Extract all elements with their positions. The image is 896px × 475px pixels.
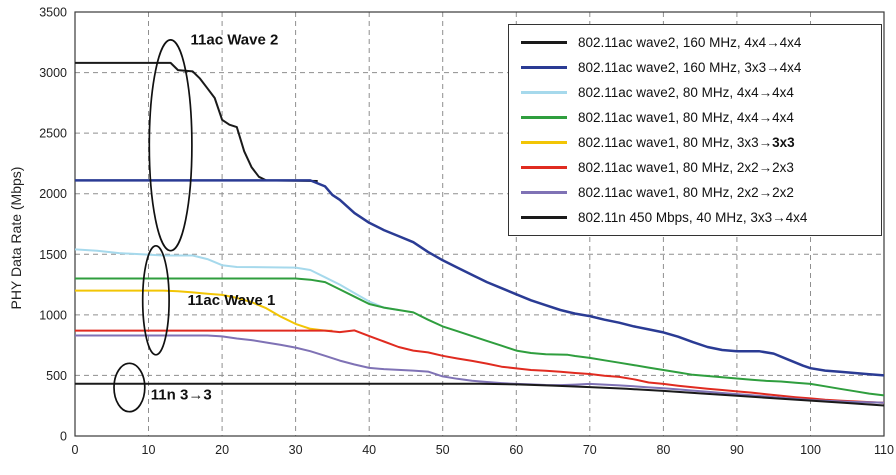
- legend-item: 802.11ac wave2, 160 MHz, 4x4→4x4: [521, 30, 871, 55]
- x-tick-label: 40: [362, 443, 376, 457]
- legend-item-label: 802.11ac wave1, 80 MHz, 2x2→2x2: [578, 185, 794, 200]
- legend-item-label: 802.11ac wave1, 80 MHz, 4x4→4x4: [578, 110, 794, 125]
- legend-item-label: 802.11ac wave2, 160 MHz, 3x3→4x4: [578, 60, 802, 75]
- series-line-2: [74, 248, 399, 311]
- y-tick-label: 1500: [39, 248, 67, 262]
- legend-line-swatch: [521, 216, 567, 219]
- x-tick-label: 0: [72, 443, 79, 457]
- y-tick-label: 3500: [39, 6, 67, 20]
- legend-line-swatch: [521, 141, 567, 144]
- x-tick-label: 70: [583, 443, 597, 457]
- y-tick-label: 2500: [39, 127, 67, 141]
- legend-item-label: 802.11ac wave1, 80 MHz, 2x2→2x3: [578, 160, 794, 175]
- legend-line-swatch: [521, 41, 567, 44]
- annotation-label: 11n 3→3: [151, 387, 212, 404]
- legend-line-swatch: [521, 166, 567, 169]
- annotation-label: 11ac Wave 1: [188, 292, 276, 309]
- legend: 802.11ac wave2, 160 MHz, 4x4→4x4 802.11a…: [508, 24, 882, 236]
- legend-line-swatch: [521, 191, 567, 194]
- annotation-label: 11ac Wave 2: [191, 32, 279, 49]
- y-tick-label: 500: [46, 369, 67, 383]
- legend-item-label: 802.11ac wave1, 80 MHz, 3x3→: [578, 135, 773, 150]
- legend-item-label-bold: 3x3: [772, 135, 795, 150]
- annotation-ellipse: [141, 244, 170, 356]
- x-tick-label: 20: [215, 443, 229, 457]
- series-line-1: [75, 179, 885, 377]
- x-tick-label: 90: [730, 443, 744, 457]
- legend-line-swatch: [521, 91, 567, 94]
- x-tick-label: 10: [142, 443, 156, 457]
- legend-line-swatch: [521, 66, 567, 69]
- x-tick-label: 30: [289, 443, 303, 457]
- y-tick-label: 1000: [39, 308, 67, 322]
- series-line-3: [75, 277, 885, 397]
- series-line-5: [75, 329, 885, 404]
- legend-item: 802.11ac wave1, 80 MHz, 2x2→2x2: [521, 180, 871, 205]
- y-tick-label: 3000: [39, 66, 67, 80]
- series-line-0: [75, 61, 318, 182]
- y-axis-title: PHY Data Rate (Mbps): [8, 166, 24, 309]
- x-tick-label: 110: [874, 443, 894, 457]
- legend-line-swatch: [521, 116, 567, 119]
- annotation-ellipse: [113, 362, 146, 413]
- x-tick-label: 60: [509, 443, 523, 457]
- legend-item-label: 802.11n 450 Mbps, 40 MHz, 3x3→4x4: [578, 210, 808, 225]
- legend-item: 802.11ac wave1, 80 MHz, 4x4→4x4: [521, 105, 871, 130]
- x-tick-label: 100: [800, 443, 821, 457]
- legend-item: 802.11ac wave1, 80 MHz, 2x2→2x3: [521, 155, 871, 180]
- x-tick-label: 50: [436, 443, 450, 457]
- series-line-7: [75, 382, 885, 407]
- legend-item: 802.11n 450 Mbps, 40 MHz, 3x3→4x4: [521, 205, 871, 230]
- y-tick-label: 2000: [39, 187, 67, 201]
- legend-item: 802.11ac wave2, 80 MHz, 4x4→4x4: [521, 80, 871, 105]
- plot-frame: [74, 11, 885, 437]
- x-tick-label: 80: [656, 443, 670, 457]
- y-tick-label: 0: [60, 430, 67, 444]
- legend-item: 802.11ac wave2, 160 MHz, 3x3→4x4: [521, 55, 871, 80]
- annotation-ellipse: [148, 39, 193, 252]
- legend-item-label: 802.11ac wave2, 160 MHz, 4x4→4x4: [578, 35, 802, 50]
- series-line-4: [75, 289, 333, 332]
- legend-item-label: 802.11ac wave2, 80 MHz, 4x4→4x4: [578, 85, 794, 100]
- legend-item: 802.11ac wave1, 80 MHz, 3x3→ 3x3: [521, 130, 871, 155]
